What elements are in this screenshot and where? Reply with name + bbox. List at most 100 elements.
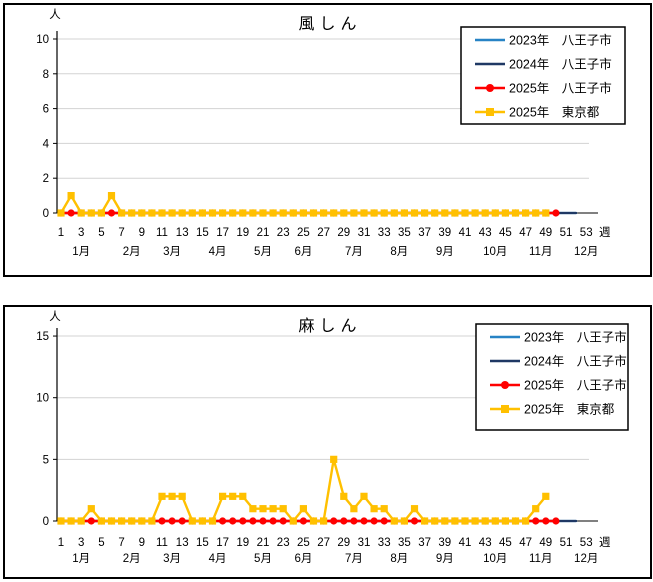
week-label: 39 xyxy=(438,537,451,549)
week-label: 33 xyxy=(378,537,391,549)
chart-title: 麻しん xyxy=(298,317,361,335)
week-label: 21 xyxy=(257,227,270,239)
week-label: 21 xyxy=(257,537,270,549)
week-label: 31 xyxy=(358,227,371,239)
legend-entry: 2025年 八王子市 xyxy=(475,81,612,96)
y-tick-label: 2 xyxy=(43,173,49,185)
y-axis-unit-label: 人 xyxy=(49,8,61,21)
week-label: 5 xyxy=(98,227,104,239)
y-axis: 0 5 10 15 xyxy=(36,328,58,528)
series-3 xyxy=(57,192,550,217)
week-label: 45 xyxy=(499,537,512,549)
week-label: 19 xyxy=(236,537,249,549)
week-label: 53 xyxy=(580,227,593,239)
month-label: 11月 xyxy=(529,553,552,565)
week-label: 41 xyxy=(459,537,472,549)
legend-entry: 2025年 八王子市 xyxy=(490,378,627,393)
week-label: 45 xyxy=(499,227,512,239)
legend-label: 2025年 八王子市 xyxy=(509,81,612,96)
week-label: 29 xyxy=(337,537,350,549)
legend-circle-marker xyxy=(486,84,494,92)
month-label: 1月 xyxy=(72,246,90,258)
legend-entry: 2023年 八王子市 xyxy=(475,33,612,48)
week-label: 25 xyxy=(297,537,310,549)
legend-square-marker xyxy=(501,405,509,413)
legend-label: 2025年 八王子市 xyxy=(524,378,627,393)
week-label: 7 xyxy=(118,537,124,549)
chart-title: 風しん xyxy=(298,16,361,33)
week-label: 47 xyxy=(519,227,532,239)
month-label: 2月 xyxy=(123,553,141,565)
month-label: 9月 xyxy=(436,553,454,565)
week-label: 5 xyxy=(98,537,104,549)
week-label: 15 xyxy=(196,227,209,239)
week-label: 51 xyxy=(560,227,573,239)
week-label: 47 xyxy=(519,537,532,549)
month-label: 5月 xyxy=(254,553,272,565)
legend-label: 2024年 八王子市 xyxy=(509,57,612,72)
week-label: 23 xyxy=(277,537,290,549)
week-label: 33 xyxy=(378,227,391,239)
week-label: 27 xyxy=(317,227,330,239)
legend-label: 2023年 八王子市 xyxy=(509,33,612,48)
month-label: 8月 xyxy=(390,246,408,258)
week-label: 49 xyxy=(539,537,552,549)
legend: 2023年 八王子市 2024年 八王子市 2025年 八王子市 2025年 東京都 xyxy=(475,323,629,431)
month-label: 5月 xyxy=(254,246,272,258)
week-label: 1 xyxy=(58,537,64,549)
month-label: 3月 xyxy=(163,246,181,258)
month-label: 4月 xyxy=(209,553,227,565)
week-label: 31 xyxy=(358,537,371,549)
week-label: 13 xyxy=(176,537,189,549)
y-tick-label: 15 xyxy=(36,331,49,343)
week-label: 13 xyxy=(176,227,189,239)
month-label: 9月 xyxy=(436,246,454,258)
week-label: 29 xyxy=(337,227,350,239)
month-label: 10月 xyxy=(483,553,507,565)
month-label: 8月 xyxy=(390,553,408,565)
month-label: 12月 xyxy=(574,246,598,258)
week-label: 1 xyxy=(58,227,64,239)
month-label: 1月 xyxy=(72,553,90,565)
legend-entry: 2024年 八王子市 xyxy=(490,354,627,369)
y-tick-label: 6 xyxy=(43,104,49,116)
legend: 2023年 八王子市 2024年 八王子市 2025年 八王子市 2025年 東京都 xyxy=(460,26,626,125)
week-label: 41 xyxy=(459,227,472,239)
month-label: 7月 xyxy=(345,553,363,565)
week-label: 3 xyxy=(78,537,84,549)
y-tick-label: 10 xyxy=(36,34,49,46)
y-tick-label: 0 xyxy=(43,516,49,528)
measles-chart-panel: 0 5 10 15 1 3 5 7 9 11 13 15 17 19 21 23 25 27 29 31 33 35 37 3… xyxy=(3,305,652,579)
week-label: 17 xyxy=(216,537,229,549)
y-tick-label: 8 xyxy=(43,69,49,81)
legend-box xyxy=(460,26,626,125)
legend-label: 2025年 東京都 xyxy=(524,403,615,417)
week-label: 37 xyxy=(418,537,431,549)
week-label: 53 xyxy=(580,537,593,549)
legend-entry: 2025年 東京都 xyxy=(475,106,600,120)
week-label: 25 xyxy=(297,227,310,239)
legend-entry: 2023年 八王子市 xyxy=(490,330,627,345)
x-axis-unit-label: 週 xyxy=(599,226,611,239)
month-label: 4月 xyxy=(209,246,227,258)
month-label: 6月 xyxy=(294,553,312,565)
week-label: 43 xyxy=(479,227,492,239)
week-label: 9 xyxy=(139,537,145,549)
month-label: 6月 xyxy=(294,246,312,258)
week-label: 43 xyxy=(479,537,492,549)
legend-label: 2023年 八王子市 xyxy=(524,330,627,345)
week-label: 11 xyxy=(156,537,168,549)
x-axis-unit-label: 週 xyxy=(599,536,611,549)
legend-circle-marker xyxy=(501,381,509,389)
month-label: 12月 xyxy=(574,553,598,565)
week-label: 35 xyxy=(398,227,411,239)
legend-square-marker xyxy=(486,108,494,116)
rubella-chart-panel: 0 2 4 6 8 10 1 3 5 7 9 11 13 15 17 19 21 23 25 27 29 31 33 35 37… xyxy=(3,3,652,277)
week-label: 7 xyxy=(118,227,124,239)
x-tick-labels: 1 3 5 7 9 11 13 15 17 19 21 23 25 27 29 31 33 35 37 39 41 43 4… xyxy=(58,536,611,549)
week-label: 17 xyxy=(216,227,229,239)
series-3 xyxy=(57,455,550,525)
week-label: 27 xyxy=(317,537,330,549)
week-label: 3 xyxy=(78,227,84,239)
